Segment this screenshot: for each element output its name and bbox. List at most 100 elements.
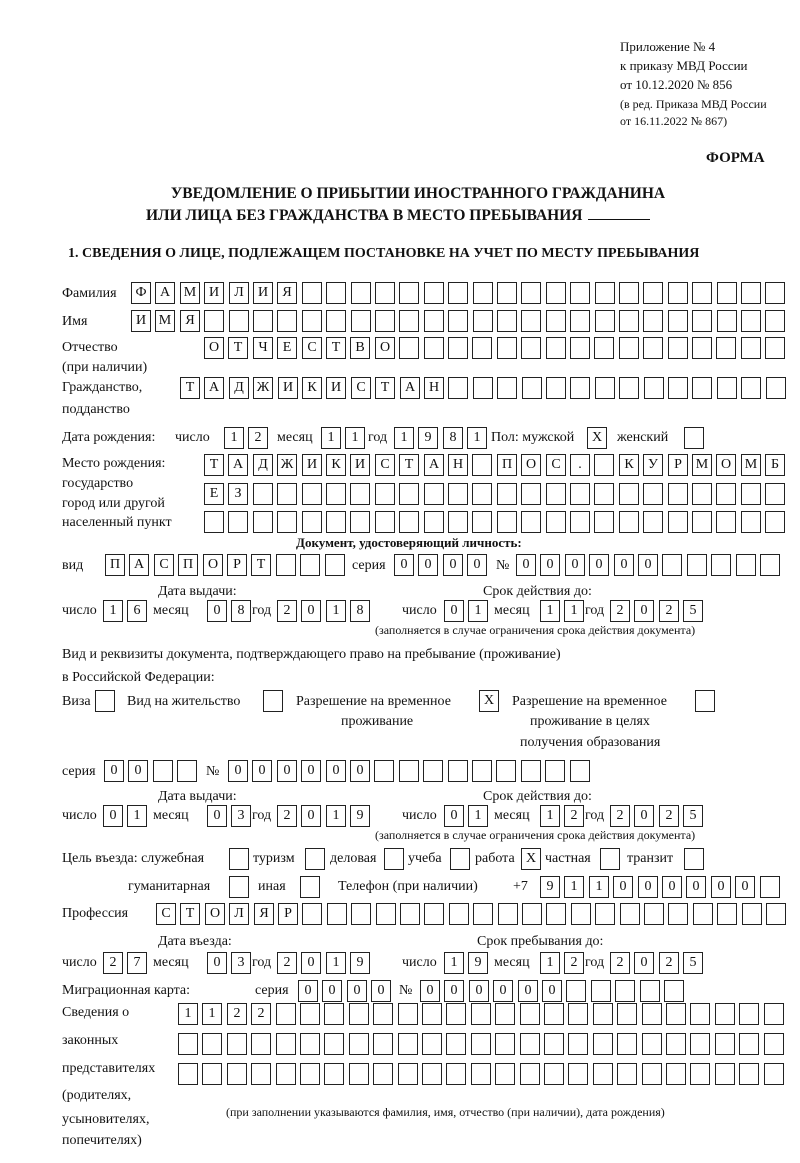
char-box[interactable] bbox=[448, 760, 468, 782]
char-box[interactable]: А bbox=[129, 554, 149, 576]
char-box[interactable] bbox=[495, 1003, 515, 1025]
char-box[interactable]: Р bbox=[227, 554, 247, 576]
char-box[interactable] bbox=[326, 310, 346, 332]
char-box[interactable] bbox=[498, 903, 518, 925]
char-box[interactable] bbox=[228, 511, 248, 533]
char-box[interactable] bbox=[617, 1063, 637, 1085]
char-box[interactable]: О bbox=[375, 337, 395, 359]
char-box[interactable]: И bbox=[350, 454, 370, 476]
char-box[interactable] bbox=[302, 282, 322, 304]
char-box[interactable] bbox=[276, 1033, 296, 1055]
char-box[interactable] bbox=[495, 1033, 515, 1055]
char-box[interactable] bbox=[446, 1003, 466, 1025]
char-box[interactable] bbox=[520, 1063, 540, 1085]
char-box[interactable]: 2 bbox=[277, 805, 297, 827]
char-box[interactable] bbox=[202, 1063, 222, 1085]
char-box[interactable]: 1 bbox=[564, 876, 584, 898]
char-box[interactable]: 0 bbox=[443, 554, 463, 576]
char-box[interactable]: П bbox=[178, 554, 198, 576]
char-box[interactable] bbox=[424, 337, 444, 359]
char-box[interactable] bbox=[277, 511, 297, 533]
char-box[interactable]: 5 bbox=[683, 952, 703, 974]
char-box[interactable] bbox=[448, 377, 468, 399]
char-box[interactable] bbox=[229, 310, 249, 332]
char-box[interactable] bbox=[692, 282, 712, 304]
char-box[interactable] bbox=[739, 1063, 759, 1085]
char-box[interactable] bbox=[350, 483, 370, 505]
char-box[interactable] bbox=[448, 282, 468, 304]
char-box[interactable]: А bbox=[155, 282, 175, 304]
char-box[interactable]: 0 bbox=[634, 600, 654, 622]
char-box[interactable] bbox=[471, 1063, 491, 1085]
char-box[interactable] bbox=[349, 1063, 369, 1085]
char-box[interactable]: 0 bbox=[418, 554, 438, 576]
char-box[interactable] bbox=[522, 377, 542, 399]
char-box[interactable] bbox=[716, 483, 736, 505]
char-box[interactable] bbox=[178, 1033, 198, 1055]
char-box[interactable]: 9 bbox=[540, 876, 560, 898]
char-box[interactable]: 0 bbox=[565, 554, 585, 576]
char-box[interactable] bbox=[473, 903, 493, 925]
char-box[interactable] bbox=[422, 1033, 442, 1055]
char-box[interactable] bbox=[302, 483, 322, 505]
char-box[interactable] bbox=[593, 1003, 613, 1025]
char-box[interactable] bbox=[593, 1063, 613, 1085]
char-box[interactable] bbox=[448, 310, 468, 332]
char-box[interactable]: 1 bbox=[127, 805, 147, 827]
char-box[interactable] bbox=[349, 1003, 369, 1025]
char-box[interactable] bbox=[568, 1033, 588, 1055]
char-box[interactable] bbox=[717, 377, 737, 399]
char-box[interactable]: О bbox=[203, 554, 223, 576]
char-box[interactable] bbox=[277, 483, 297, 505]
checkbox[interactable] bbox=[384, 848, 404, 870]
char-box[interactable]: 1 bbox=[202, 1003, 222, 1025]
char-box[interactable]: 3 bbox=[231, 805, 251, 827]
char-box[interactable] bbox=[736, 554, 756, 576]
char-box[interactable] bbox=[570, 377, 590, 399]
char-box[interactable] bbox=[497, 377, 517, 399]
char-box[interactable] bbox=[448, 511, 468, 533]
char-box[interactable]: 9 bbox=[350, 805, 370, 827]
char-box[interactable] bbox=[423, 760, 443, 782]
char-box[interactable] bbox=[473, 310, 493, 332]
char-box[interactable]: 2 bbox=[251, 1003, 271, 1025]
char-box[interactable] bbox=[327, 903, 347, 925]
char-box[interactable] bbox=[373, 1003, 393, 1025]
char-box[interactable]: С bbox=[154, 554, 174, 576]
char-box[interactable] bbox=[374, 760, 394, 782]
char-box[interactable]: У bbox=[643, 454, 663, 476]
char-box[interactable]: 1 bbox=[468, 805, 488, 827]
char-box[interactable]: 2 bbox=[610, 805, 630, 827]
char-box[interactable] bbox=[326, 511, 346, 533]
char-box[interactable] bbox=[251, 1063, 271, 1085]
checkbox[interactable] bbox=[95, 690, 115, 712]
char-box[interactable] bbox=[642, 1033, 662, 1055]
char-box[interactable]: 0 bbox=[394, 554, 414, 576]
checkbox[interactable] bbox=[684, 848, 704, 870]
char-box[interactable] bbox=[692, 511, 712, 533]
char-box[interactable]: Н bbox=[448, 454, 468, 476]
char-box[interactable] bbox=[716, 511, 736, 533]
char-box[interactable] bbox=[472, 511, 492, 533]
char-box[interactable]: С bbox=[302, 337, 322, 359]
char-box[interactable]: . bbox=[570, 454, 590, 476]
char-box[interactable]: 8 bbox=[350, 600, 370, 622]
char-box[interactable] bbox=[178, 1063, 198, 1085]
char-box[interactable]: В bbox=[350, 337, 370, 359]
char-box[interactable]: И bbox=[204, 282, 224, 304]
char-box[interactable]: Н bbox=[424, 377, 444, 399]
char-box[interactable]: 0 bbox=[103, 805, 123, 827]
char-box[interactable]: А bbox=[228, 454, 248, 476]
char-box[interactable] bbox=[253, 310, 273, 332]
char-box[interactable] bbox=[544, 1033, 564, 1055]
checkbox[interactable] bbox=[300, 876, 320, 898]
char-box[interactable] bbox=[177, 760, 197, 782]
char-box[interactable]: Я bbox=[180, 310, 200, 332]
char-box[interactable]: Р bbox=[668, 454, 688, 476]
char-box[interactable]: 0 bbox=[104, 760, 124, 782]
char-box[interactable]: 2 bbox=[277, 600, 297, 622]
char-box[interactable] bbox=[399, 282, 419, 304]
char-box[interactable] bbox=[153, 760, 173, 782]
char-box[interactable]: Я bbox=[277, 282, 297, 304]
char-box[interactable] bbox=[643, 310, 663, 332]
